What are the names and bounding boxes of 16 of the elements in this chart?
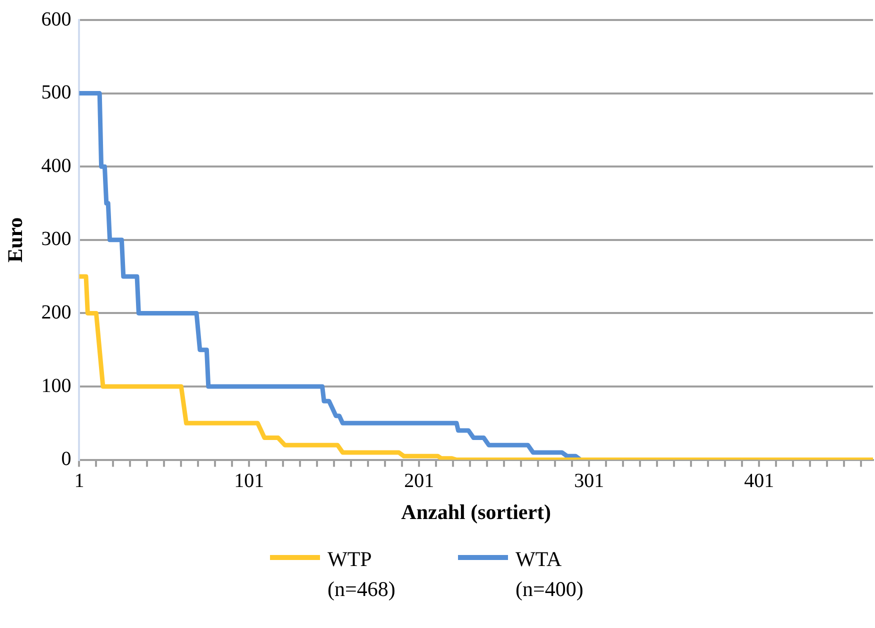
y-tick-label: 100 — [41, 374, 72, 397]
x-tick-label: 301 — [574, 470, 604, 492]
x-tick-label: 401 — [744, 470, 774, 492]
x-tick-label: 201 — [404, 470, 434, 492]
y-tick-label: 200 — [41, 301, 72, 324]
y-tick-label: 600 — [41, 8, 72, 30]
x-axis-title: Anzahl (sortiert) — [401, 500, 552, 524]
x-tick-label: 101 — [234, 470, 264, 492]
legend-label: WTP (n=468) — [328, 546, 396, 603]
y-tick-label: 400 — [41, 154, 72, 177]
y-tick-label: 300 — [41, 228, 72, 250]
x-tick-label: 1 — [74, 470, 84, 492]
y-axis-title: Euro — [3, 217, 28, 262]
y-tick-label: 500 — [41, 82, 72, 104]
legend-label: WTA (n=400) — [516, 546, 584, 603]
y-tick-label: 0 — [61, 448, 72, 470]
